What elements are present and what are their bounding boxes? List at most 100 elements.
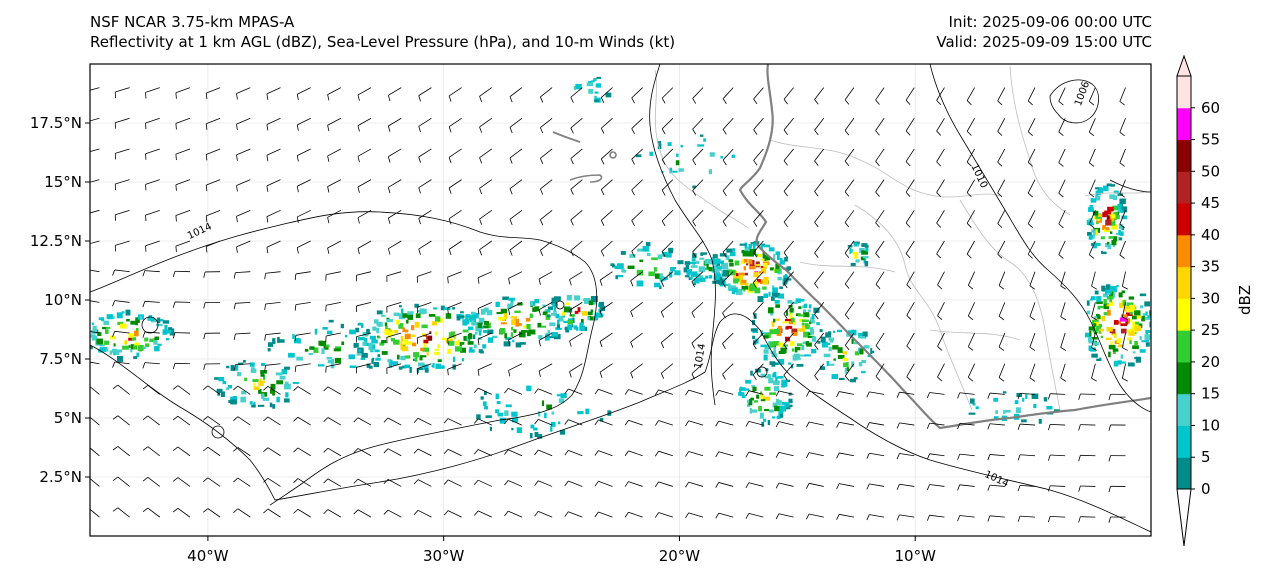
reflectivity-cell (579, 322, 584, 328)
wind-barb (477, 449, 492, 457)
reflectivity-cell (757, 253, 762, 258)
wind-barb-flag (263, 416, 269, 422)
wind-barb (966, 210, 975, 224)
reflectivity-cell (251, 404, 256, 408)
wind-barb-flag (998, 377, 1005, 382)
wind-barb-flag (722, 374, 726, 380)
reflectivity-cell (285, 392, 289, 398)
reflectivity-cell (757, 296, 764, 303)
reflectivity-cell (544, 412, 547, 419)
wind-barb (267, 385, 281, 395)
reflectivity-cell (642, 246, 650, 252)
reflectivity-cell (773, 318, 776, 323)
reflectivity-cell (782, 321, 789, 324)
reflectivity-cell (558, 315, 564, 322)
wind-barb-flag (998, 315, 1005, 321)
wind-barb (1119, 210, 1126, 225)
wind-barb-flag (630, 341, 634, 348)
wind-barb (236, 117, 251, 125)
reflectivity-cell (448, 332, 455, 338)
wind-barb (568, 419, 583, 426)
wind-barb (236, 148, 251, 156)
wind-barb-flag (844, 160, 850, 166)
wind-barb (688, 451, 704, 457)
reflectivity-cell (752, 386, 757, 392)
wind-barb (295, 301, 311, 306)
reflectivity-cell (1098, 214, 1101, 217)
wind-barb-flag (661, 189, 666, 196)
wind-barb-flag (957, 515, 961, 522)
reflectivity-cell (1107, 241, 1110, 246)
graticule (90, 64, 1151, 536)
reflectivity-cell (1120, 314, 1128, 321)
reflectivity-cell (395, 319, 400, 325)
reflectivity-cell (734, 260, 740, 266)
wind-barb (90, 447, 100, 457)
reflectivity-cell (398, 323, 404, 329)
wind-barb (875, 363, 885, 377)
wind-barb-flag (654, 512, 659, 518)
wind-barb-flag (540, 127, 544, 134)
reflectivity-cell (788, 392, 792, 396)
wind-barb (117, 415, 130, 426)
wind-barb-flag (447, 307, 449, 314)
wind-barb (237, 385, 251, 395)
wind-barb (144, 270, 160, 273)
wind-barb (509, 240, 523, 251)
reflectivity-cell (1106, 183, 1112, 187)
reflectivity-cell (750, 242, 757, 245)
wind-barb (356, 363, 372, 368)
wind-barb (417, 363, 432, 369)
wind-barb (357, 148, 372, 157)
reflectivity-cell (281, 369, 287, 375)
wind-barb-flag (570, 219, 574, 226)
reflectivity-cell (714, 273, 718, 278)
wind-barb (145, 209, 160, 216)
reflectivity-cell (1121, 225, 1125, 230)
reflectivity-cell (773, 254, 776, 260)
wind-barb (117, 476, 130, 487)
wind-barb (814, 87, 825, 100)
reflectivity-cell (1103, 303, 1109, 310)
reflectivity-cell (503, 341, 511, 347)
wind-barb-flag (203, 446, 209, 452)
reflectivity-cell (1119, 198, 1126, 205)
reflectivity-cell (1118, 292, 1123, 298)
wind-barb-flag (936, 130, 942, 136)
wind-barb (748, 420, 764, 426)
reflectivity-cell (733, 278, 740, 282)
wind-barb (1060, 271, 1066, 287)
reflectivity-cell (126, 318, 130, 322)
reflectivity-cell (466, 335, 470, 341)
wind-barb (538, 332, 553, 341)
reflectivity-cell (284, 381, 289, 386)
reflectivity-cell (596, 85, 601, 88)
wind-barb-flag (661, 251, 666, 257)
wind-barb-flag (203, 385, 209, 390)
wind-barb (327, 417, 342, 426)
reflectivity-cell (750, 409, 758, 413)
reflectivity-cell (627, 265, 635, 269)
reflectivity-cell (452, 356, 456, 363)
reflectivity-cell (799, 354, 806, 357)
reflectivity-cell (407, 314, 414, 320)
reflectivity-cell (234, 365, 239, 369)
reflectivity-cell (1112, 236, 1118, 242)
reflectivity-cell (789, 315, 792, 321)
wind-barb (357, 386, 372, 395)
wind-barb-flag (631, 97, 635, 104)
wind-barb (839, 421, 854, 426)
reflectivity-cell (1093, 243, 1097, 249)
wind-barb (661, 332, 674, 343)
wind-barb-flag (387, 248, 391, 255)
wind-barb-flag (205, 185, 208, 192)
reflectivity-cell (314, 328, 318, 335)
reflectivity-cell (751, 385, 756, 388)
reflectivity-cell (1090, 298, 1094, 301)
wind-barb-flag (233, 333, 236, 340)
reflectivity-cell (802, 305, 806, 309)
reflectivity-cell (694, 273, 701, 276)
wind-barb-flag (722, 282, 726, 288)
reflectivity-cell (437, 359, 442, 363)
wind-barb-flag (236, 93, 238, 100)
